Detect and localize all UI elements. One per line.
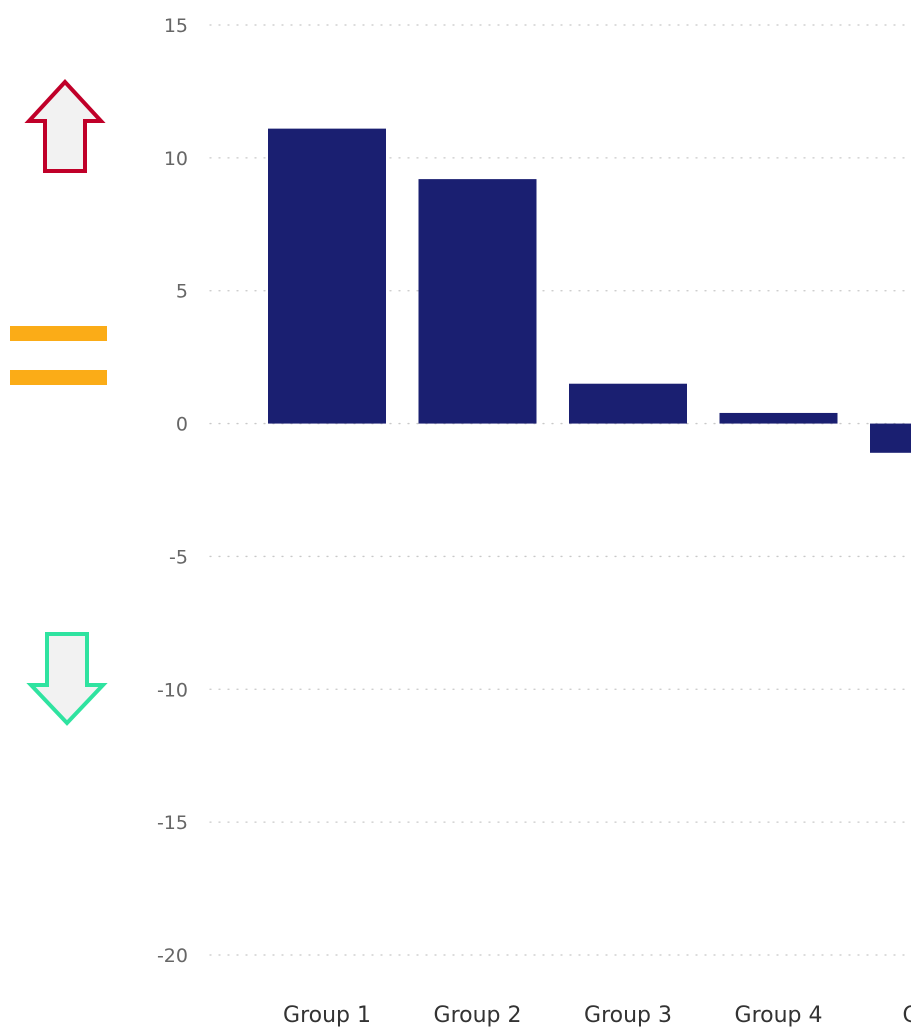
- equals-icon: [10, 326, 107, 385]
- bar[interactable]: [268, 128, 386, 424]
- x-tick-label: Group 4: [735, 1003, 823, 1028]
- x-tick-label: Group 2: [434, 1003, 522, 1028]
- x-tick-label: Group 1: [283, 1003, 371, 1028]
- y-axis-ticks: 15 10 5 0 -5 -10 -15 -20: [157, 15, 188, 967]
- arrow-up-icon: [24, 79, 106, 173]
- bars: [268, 128, 911, 453]
- bar[interactable]: [418, 179, 537, 424]
- x-tick-label: Grou: [902, 1003, 911, 1028]
- y-tick-label: -15: [157, 812, 188, 834]
- y-tick-label: -10: [157, 679, 188, 701]
- arrow-down-icon: [26, 632, 108, 726]
- y-tick-label: 5: [176, 281, 188, 303]
- bar[interactable]: [719, 412, 838, 424]
- bar[interactable]: [870, 423, 911, 453]
- y-tick-label: 15: [164, 15, 188, 37]
- x-tick-label: Group 3: [584, 1003, 672, 1028]
- y-tick-label: -5: [169, 546, 188, 568]
- y-tick-label: 10: [164, 148, 188, 170]
- y-tick-label: 0: [176, 414, 188, 436]
- y-tick-label: -20: [157, 945, 188, 967]
- x-axis-labels: Group 1 Group 2 Group 3 Group 4 Grou: [283, 1003, 911, 1028]
- bar[interactable]: [569, 383, 687, 424]
